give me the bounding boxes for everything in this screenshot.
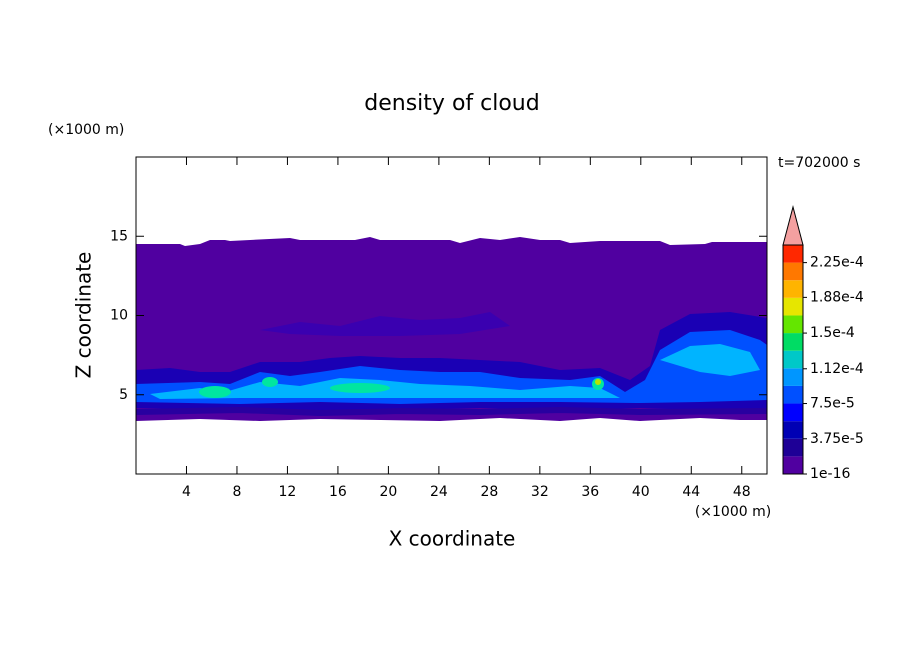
x-axis-label: X coordinate (389, 527, 516, 551)
chart-title: density of cloud (364, 91, 539, 116)
colorbar-band (783, 280, 803, 298)
x-tick-label: 16 (329, 484, 347, 500)
colorbar-band (783, 315, 803, 334)
colorbar-band (783, 421, 803, 439)
colorbar-tick-label: 7.5e-5 (810, 396, 855, 412)
field-level (199, 386, 231, 398)
colorbar-band (783, 368, 803, 386)
field-level (262, 377, 278, 387)
colorbar-tick-label: 1.12e-4 (810, 361, 864, 377)
x-tick-label: 8 (232, 484, 241, 500)
colorbar-tick-label: 1e-16 (810, 466, 850, 482)
colorbar-tick-label: 1.88e-4 (810, 289, 864, 305)
x-unit: (×1000 m) (695, 504, 771, 520)
x-tick-label: 24 (430, 484, 448, 500)
y-tick-label: 15 (110, 228, 128, 244)
field-level (260, 312, 510, 336)
colorbar-frame (782, 244, 804, 475)
colorbar-band (783, 403, 803, 422)
colorbar-tick-label: 3.75e-5 (810, 431, 864, 447)
field-level (136, 406, 767, 417)
colorbar-band (783, 245, 803, 263)
colorbar-extend (782, 205, 804, 246)
x-tick-label: 12 (279, 484, 297, 500)
x-tick-label: 28 (480, 484, 498, 500)
x-tick-label: 48 (733, 484, 751, 500)
x-tick-label: 20 (379, 484, 397, 500)
colorbar-tick-label: 2.25e-4 (810, 255, 864, 271)
colorbar-band (783, 297, 803, 316)
field-level (660, 344, 760, 376)
colorbar-band (783, 350, 803, 369)
y-tick-label: 10 (110, 308, 128, 324)
time-annotation: t=702000 s (778, 155, 860, 171)
field-level (330, 383, 390, 393)
x-tick-label: 32 (531, 484, 549, 500)
y-unit: (×1000 m) (48, 122, 124, 138)
y-axis-label: Z coordinate (72, 252, 96, 379)
contour-field (136, 237, 767, 421)
x-tick-label: 36 (581, 484, 599, 500)
x-tick-label: 44 (682, 484, 700, 500)
colorbar-band (783, 385, 803, 404)
x-tick-label: 4 (182, 484, 191, 500)
colorbar-band (783, 456, 803, 474)
colorbar-band (783, 333, 803, 351)
field-level (595, 379, 601, 385)
x-tick-label: 40 (632, 484, 650, 500)
y-tick-label: 5 (119, 387, 128, 403)
colorbar-tick-label: 1.5e-4 (810, 325, 855, 341)
colorbar-band (783, 262, 803, 281)
colorbar-band (783, 438, 803, 457)
